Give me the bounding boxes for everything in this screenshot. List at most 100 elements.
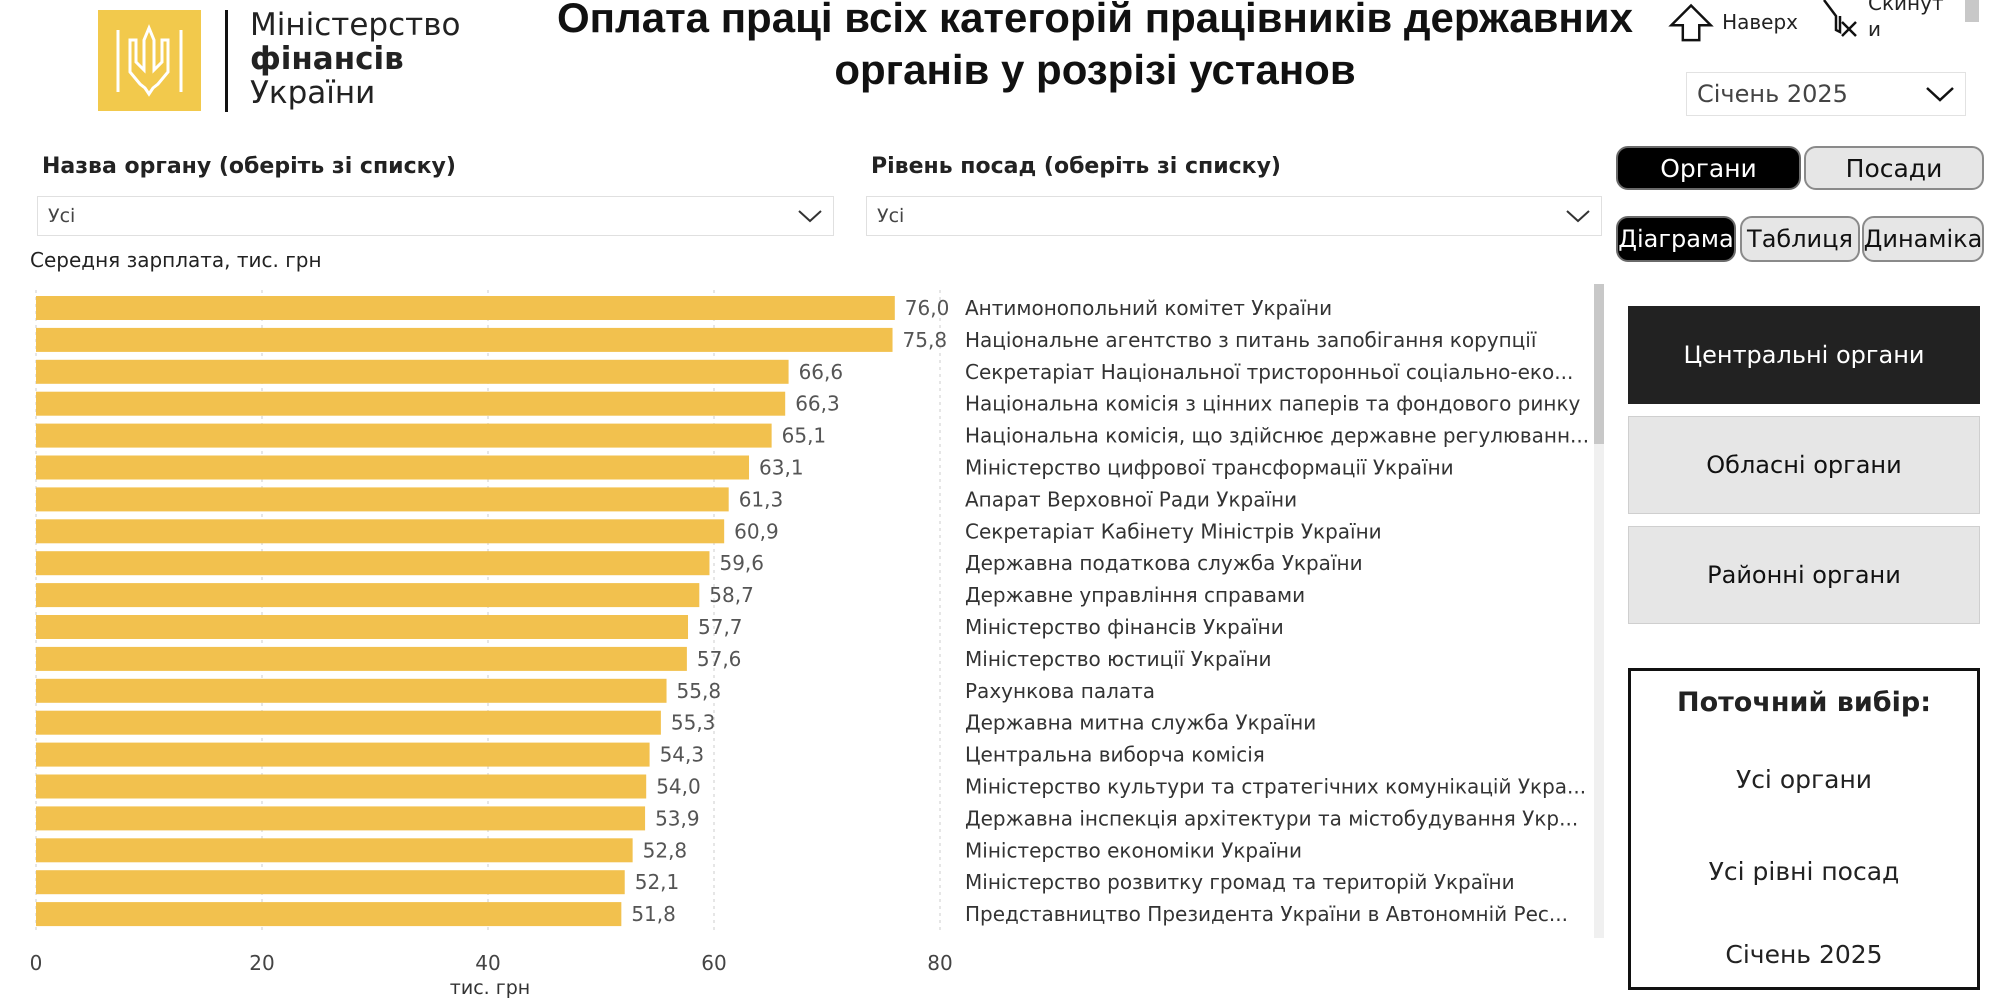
x-axis-label: тис. грн (450, 977, 530, 999)
tab-organs[interactable]: Органи (1616, 146, 1801, 190)
bar[interactable] (36, 678, 667, 703)
bar-category-label: Міністерство культури та стратегічних ко… (965, 775, 1586, 799)
bar[interactable] (36, 710, 661, 735)
logo-text-line3: України (250, 75, 376, 111)
bar-category-label: Міністерство цифрової трансформації Укра… (965, 456, 1454, 480)
x-tick-label: 20 (249, 951, 274, 975)
x-tick-label: 80 (927, 951, 952, 975)
bar-value-label: 59,6 (719, 551, 764, 575)
organ-filter-dropdown[interactable]: Усі (37, 196, 834, 236)
bar-value-label: 52,1 (635, 870, 680, 894)
bar-value-label: 53,9 (655, 806, 700, 830)
chart-scrollbar-thumb[interactable] (1594, 284, 1604, 444)
bar-category-label: Національне агентство з питань запобіган… (965, 328, 1537, 352)
bar-value-label: 52,8 (643, 838, 688, 862)
chevron-down-icon (798, 210, 822, 223)
bar[interactable] (36, 902, 622, 927)
month-select-value: Січень 2025 (1697, 80, 1848, 108)
bar[interactable] (36, 391, 786, 416)
bar-category-label: Національна комісія, що здійснює державн… (965, 424, 1589, 448)
tab-chart[interactable]: Діаграма (1616, 216, 1736, 262)
page-scrollbar[interactable] (1965, 0, 1979, 22)
tab-positions[interactable]: Посади (1804, 146, 1984, 190)
bar[interactable] (36, 615, 689, 639)
bar-value-label: 66,6 (799, 360, 844, 384)
logo-divider (225, 10, 228, 112)
bar-category-label: Національна комісія з цінних паперів та … (965, 392, 1581, 416)
bar-category-label: Апарат Верховної Ради України (965, 487, 1297, 511)
bar-value-label: 65,1 (782, 424, 827, 448)
x-tick-label: 60 (701, 951, 726, 975)
tab-dynamics[interactable]: Динаміка (1862, 216, 1984, 262)
ministry-name: Міністерство фінансів України (250, 8, 460, 110)
reset-filters-label: Скинут и (1868, 0, 1944, 41)
chart-bars: 76,0 Антимонопольний комітет України 75,8 Н… (36, 296, 1589, 927)
bar-value-label: 57,6 (697, 647, 742, 671)
clear-filter-icon (1823, 0, 1857, 37)
arrow-up-icon (1668, 3, 1714, 42)
bar-category-label: Державна інспекція архітектури та містоб… (965, 806, 1578, 830)
bar[interactable] (36, 327, 893, 352)
bar-value-label: 55,3 (671, 711, 716, 735)
bar[interactable] (36, 359, 789, 384)
bar-category-label: Секретаріат Кабінету Міністрів України (965, 519, 1382, 543)
bar-category-label: Секретаріат Національної тристоронньої с… (965, 360, 1573, 384)
bar[interactable] (36, 742, 650, 767)
bar[interactable] (36, 870, 625, 895)
bar[interactable] (36, 487, 729, 512)
page-title-line1: Оплата праці всіх категорій працівників … (557, 0, 1633, 41)
bar[interactable] (36, 838, 633, 863)
current-selection-month: Січень 2025 (1725, 940, 1883, 969)
page-title: Оплата праці всіх категорій працівників … (530, 0, 1660, 96)
level-regional-button[interactable]: Обласні органи (1628, 416, 1980, 514)
bar-value-label: 66,3 (795, 392, 840, 416)
bar-value-label: 60,9 (734, 519, 779, 543)
back-to-top-label: Наверх (1722, 10, 1798, 34)
chart-scrollbar-track[interactable] (1594, 284, 1604, 938)
bar-category-label: Міністерство розвитку громад та територі… (965, 870, 1515, 894)
chevron-down-icon (1566, 210, 1590, 223)
bar-category-label: Державна митна служба України (965, 711, 1316, 735)
bar-category-label: Представництво Президента України в Авто… (965, 902, 1568, 926)
bar[interactable] (36, 551, 710, 576)
level-central-button[interactable]: Центральні органи (1628, 306, 1980, 404)
logo-text-line1: Міністерство (250, 7, 461, 43)
month-select[interactable]: Січень 2025 (1686, 72, 1966, 116)
bar-value-label: 55,8 (677, 679, 722, 703)
bar-value-label: 58,7 (709, 583, 754, 607)
logo-text-line2: фінансів (250, 41, 404, 77)
bar[interactable] (36, 774, 647, 799)
current-selection-heading: Поточний вибір: (1676, 687, 1931, 718)
chevron-down-icon (1926, 87, 1954, 102)
reset-filters-button[interactable]: Скинут и (1822, 0, 1972, 44)
bar-value-label: 76,0 (905, 296, 950, 320)
ministry-logo (98, 10, 201, 111)
tab-table[interactable]: Таблиця (1740, 216, 1860, 262)
x-tick-label: 0 (30, 951, 43, 975)
bar-category-label: Державне управління справами (965, 583, 1305, 607)
salary-bar-chart: 76,0 Антимонопольний комітет України 75,8 Н… (30, 284, 1604, 999)
bar-value-label: 63,1 (759, 456, 804, 480)
bar-category-label: Державна податкова служба України (965, 551, 1363, 575)
bar[interactable] (36, 296, 895, 320)
bar-category-label: Центральна виборча комісія (965, 743, 1265, 767)
x-tick-label: 40 (475, 951, 500, 975)
bar[interactable] (36, 806, 646, 831)
bar[interactable] (36, 423, 772, 448)
position-level-filter-dropdown[interactable]: Усі (866, 196, 1602, 236)
back-to-top-button[interactable]: Наверх (1668, 0, 1798, 44)
bar-category-label: Міністерство економіки України (965, 838, 1302, 862)
bar[interactable] (36, 519, 725, 544)
bar[interactable] (36, 455, 750, 480)
bar-category-label: Міністерство юстиції України (965, 647, 1272, 671)
bar[interactable] (36, 646, 687, 671)
page-title-line2: органів у розрізі установ (834, 46, 1356, 93)
level-district-button[interactable]: Районні органи (1628, 526, 1980, 624)
organ-filter-label: Назва органу (оберіть зі списку) (42, 154, 456, 179)
position-level-filter-value: Усі (877, 205, 905, 227)
bar-value-label: 54,3 (660, 743, 705, 767)
position-level-filter-label: Рівень посад (оберіть зі списку) (871, 154, 1281, 179)
bar[interactable] (36, 583, 700, 608)
current-selection-panel: Поточний вибір: Усі органи Усі рівні пос… (1628, 668, 1980, 990)
current-selection-organs: Усі органи (1735, 765, 1873, 794)
